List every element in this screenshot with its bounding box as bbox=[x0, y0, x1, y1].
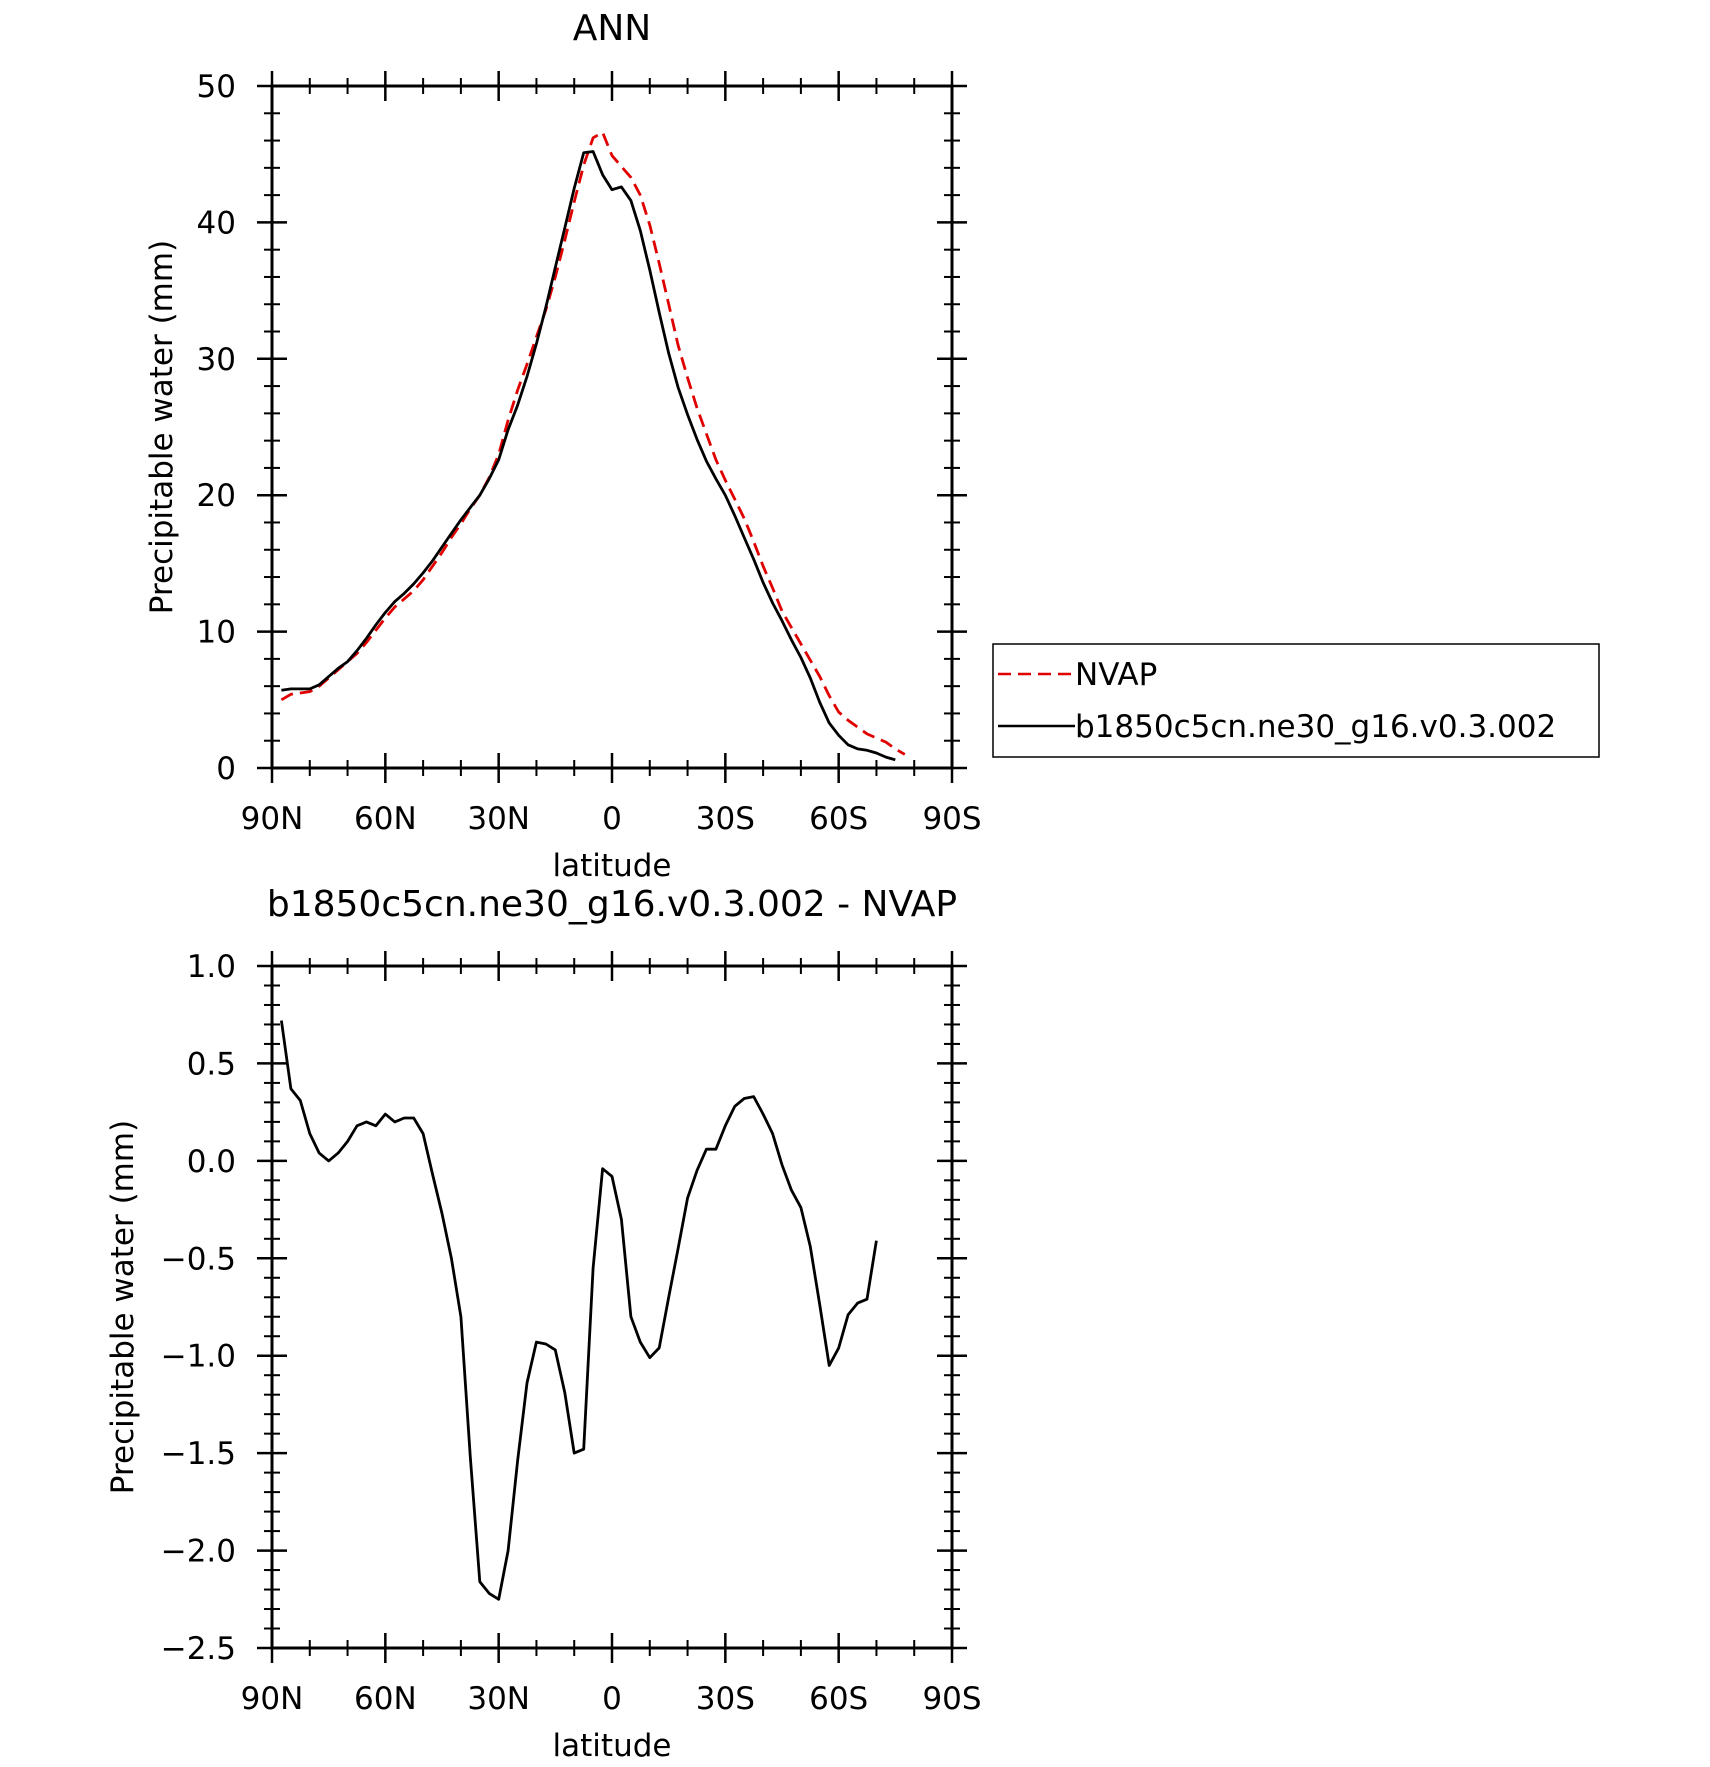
x-tick-label: 90S bbox=[922, 1681, 981, 1717]
y-tick-label: 20 bbox=[197, 478, 236, 514]
y-tick-label: −2.5 bbox=[161, 1631, 236, 1667]
y-tick-labels: 1.0 0.5 0.0 −0.5 −1.0 −1.5 −2.0 −2.5 bbox=[161, 949, 236, 1667]
x-tick-label: 90N bbox=[241, 1681, 304, 1717]
x-axis-title: latitude bbox=[553, 1728, 672, 1764]
y-tick-label: −1.0 bbox=[161, 1339, 236, 1375]
x-tick-label: 0 bbox=[602, 1681, 622, 1717]
y-tick-labels: 0 10 20 30 40 50 bbox=[197, 69, 236, 787]
y-tick-label: 50 bbox=[197, 69, 236, 105]
x-tick-labels: 90N 60N 30N 0 30S 60S 90S bbox=[241, 801, 982, 837]
x-tick-labels: 90N 60N 30N 0 30S 60S 90S bbox=[241, 1681, 982, 1717]
panel-title: ANN bbox=[573, 8, 652, 49]
x-tick-label: 30N bbox=[467, 801, 530, 837]
y-tick-label: 0.0 bbox=[187, 1144, 236, 1180]
x-tick-label: 0 bbox=[602, 801, 622, 837]
panel-title: b1850c5cn.ne30_g16.v0.3.002 - NVAP bbox=[267, 884, 957, 925]
difference-panel: b1850c5cn.ne30_g16.v0.3.002 - NVAP 1.0 0.… bbox=[105, 884, 982, 1764]
y-tick-label: −2.0 bbox=[161, 1534, 236, 1570]
x-tick-label: 30S bbox=[696, 801, 755, 837]
y-axis-title: Precipitable water (mm) bbox=[105, 1120, 141, 1494]
x-tick-label: 30S bbox=[696, 1681, 755, 1717]
legend-label-nvap: NVAP bbox=[1075, 657, 1157, 693]
precipitable-water-panel: ANN 0 10 20 30 40 50 90N 60N 30N 0 30S 60S 90S lati… bbox=[144, 8, 1600, 884]
legend-box bbox=[992, 643, 1600, 758]
x-tick-label: 90S bbox=[922, 801, 981, 837]
series-lines bbox=[280, 1020, 878, 1601]
series-lines bbox=[280, 131, 906, 762]
x-tick-label: 60S bbox=[809, 801, 868, 837]
y-tick-label: 0 bbox=[216, 751, 236, 787]
x-tick-label: 60N bbox=[354, 801, 417, 837]
x-tick-label: 60N bbox=[354, 1681, 417, 1717]
y-tick-label: 30 bbox=[197, 342, 236, 378]
y-tick-label: 40 bbox=[197, 205, 236, 241]
legend: NVAP b1850c5cn.ne30_g16.v0.3.002 bbox=[992, 643, 1600, 758]
x-tick-label: 60S bbox=[809, 1681, 868, 1717]
y-tick-label: −0.5 bbox=[161, 1241, 236, 1277]
series-line-difference bbox=[280, 1020, 878, 1601]
series-line-b1850c5cn-ne30-g16-v0-3-002 bbox=[281, 150, 896, 762]
x-axis-title: latitude bbox=[553, 848, 672, 884]
plot-frame bbox=[270, 964, 954, 1650]
x-tick-label: 30N bbox=[467, 1681, 530, 1717]
axis-ticks bbox=[257, 951, 967, 1663]
axis-ticks bbox=[257, 71, 967, 783]
y-tick-label: 10 bbox=[197, 615, 236, 651]
y-axis-title: Precipitable water (mm) bbox=[144, 240, 180, 614]
y-tick-label: 0.5 bbox=[187, 1046, 236, 1082]
series-line-nvap bbox=[280, 131, 906, 756]
y-tick-label: 1.0 bbox=[187, 949, 236, 985]
legend-label-model: b1850c5cn.ne30_g16.v0.3.002 bbox=[1075, 709, 1556, 745]
x-tick-label: 90N bbox=[241, 801, 304, 837]
y-tick-label: −1.5 bbox=[161, 1436, 236, 1472]
